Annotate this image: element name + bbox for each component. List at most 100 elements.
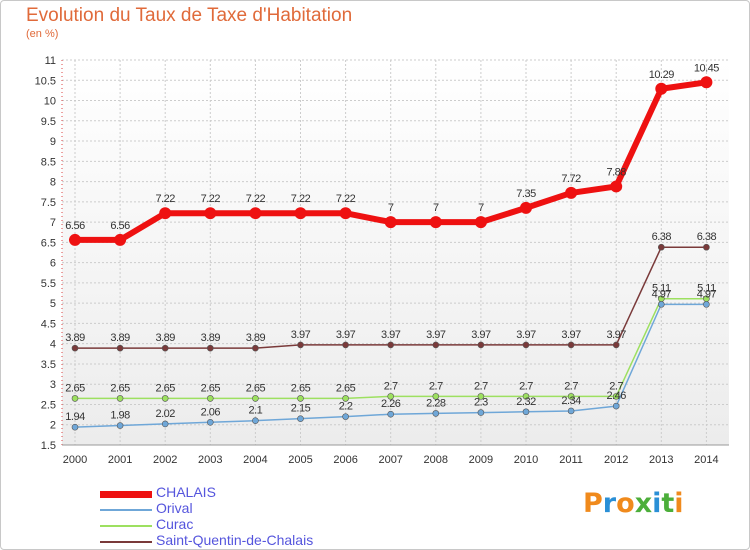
plot-area <box>62 60 729 445</box>
data-point <box>567 407 575 415</box>
data-label: 1.94 <box>65 411 85 423</box>
data-point <box>567 341 575 349</box>
legend-swatch <box>100 541 152 543</box>
data-point <box>565 186 578 199</box>
data-label: 10.45 <box>694 62 719 74</box>
data-point <box>612 341 620 349</box>
data-label: 2.7 <box>519 380 533 392</box>
x-tick-label: 2003 <box>198 454 222 466</box>
series <box>69 76 713 431</box>
x-tick-label: 2008 <box>424 454 448 466</box>
data-point <box>207 395 214 402</box>
data-label: 2.28 <box>426 397 446 409</box>
y-tick-label: 3 <box>50 379 56 391</box>
data-label: 2.26 <box>381 398 401 410</box>
data-point <box>71 395 79 402</box>
data-label: 3.97 <box>471 329 491 341</box>
data-point <box>297 341 304 349</box>
legend-swatch <box>100 491 152 498</box>
data-label: 3.97 <box>561 329 581 341</box>
x-tick-label: 2000 <box>63 454 87 466</box>
data-label: 6.56 <box>65 220 85 232</box>
data-label: 10.29 <box>649 69 674 81</box>
data-label: 5.11 <box>652 283 671 295</box>
data-label: 3.97 <box>291 329 311 341</box>
data-point <box>252 344 259 352</box>
data-point <box>71 423 79 431</box>
data-point <box>432 341 440 349</box>
data-label: 7 <box>433 202 439 214</box>
data-point <box>477 409 485 416</box>
data-point <box>567 393 575 400</box>
data-point <box>522 341 530 349</box>
data-point <box>522 393 530 400</box>
data-point <box>700 76 713 89</box>
y-tick-label: 2 <box>50 420 56 432</box>
data-label: 3.89 <box>201 332 221 344</box>
grid <box>62 59 729 446</box>
data-label: 2.2 <box>339 401 353 413</box>
data-label: 1.98 <box>110 410 130 422</box>
data-point <box>477 341 485 349</box>
x-tick-label: 2002 <box>153 454 177 466</box>
x-tick-label: 2009 <box>469 454 493 466</box>
y-tick-label: 11 <box>45 55 56 67</box>
data-point <box>387 393 395 400</box>
data-label: 2.3 <box>474 397 488 409</box>
data-label: 2.65 <box>246 382 266 394</box>
data-label: 7.88 <box>606 166 626 178</box>
data-label: 3.89 <box>110 332 130 344</box>
x-tick-label: 2004 <box>243 454 267 466</box>
data-label: 2.65 <box>291 382 311 394</box>
y-tick-label: 4.5 <box>41 318 56 330</box>
data-point <box>116 395 124 402</box>
data-label: 3.89 <box>246 332 266 344</box>
data-label: 3.89 <box>155 332 175 344</box>
y-tick-label: 7 <box>50 217 56 229</box>
data-label: 7.22 <box>291 193 311 205</box>
data-point <box>114 233 127 246</box>
data-label: 7 <box>388 202 394 214</box>
data-label: 2.65 <box>336 382 356 394</box>
y-tick-label: 9 <box>50 136 56 148</box>
data-point <box>297 415 304 422</box>
data-point <box>655 82 668 95</box>
data-label: 7 <box>478 202 484 214</box>
y-tick-label: 2.5 <box>41 399 56 411</box>
data-label: 2.65 <box>201 382 221 394</box>
data-label: 6.38 <box>697 231 717 243</box>
data-point <box>161 344 169 352</box>
data-point <box>116 344 124 352</box>
data-labels: 3.89 3.89 3.89 3.89 3.89 3.97 3.97 3.97 3.97 3.97… <box>65 62 720 423</box>
data-point <box>342 413 349 420</box>
data-label: 2.65 <box>155 382 175 394</box>
legend-label: CHALAIS <box>156 484 216 500</box>
data-label: 2.02 <box>155 408 175 420</box>
data-label: 2.7 <box>474 380 488 392</box>
y-tick-label: 9.5 <box>41 116 56 128</box>
data-point <box>71 344 79 352</box>
data-label: 7.22 <box>155 193 175 205</box>
y-tick-label: 8 <box>50 177 56 189</box>
legend-label: Orival <box>156 500 193 516</box>
x-tick-label: 2011 <box>559 454 583 466</box>
data-label: 3.97 <box>336 329 356 341</box>
data-point <box>477 393 485 400</box>
data-point <box>522 408 530 416</box>
data-label: 2.65 <box>110 382 130 394</box>
data-point <box>429 216 442 229</box>
data-point <box>342 395 349 402</box>
x-tick-label: 2005 <box>288 454 312 466</box>
proxiti-logo: Proxiti <box>583 488 684 519</box>
data-point <box>161 420 169 428</box>
data-label: 7.22 <box>246 193 266 205</box>
legend-swatch <box>100 509 152 511</box>
data-point <box>249 207 262 220</box>
y-tick-label: 7.5 <box>41 197 56 209</box>
y-tick-label: 8.5 <box>41 156 56 168</box>
x-tick-label: 2012 <box>604 454 628 466</box>
y-tick-label: 10 <box>44 96 56 108</box>
data-label: 4.97 <box>652 288 672 300</box>
data-label: 2.7 <box>429 380 443 392</box>
data-label: 2.32 <box>516 396 536 408</box>
